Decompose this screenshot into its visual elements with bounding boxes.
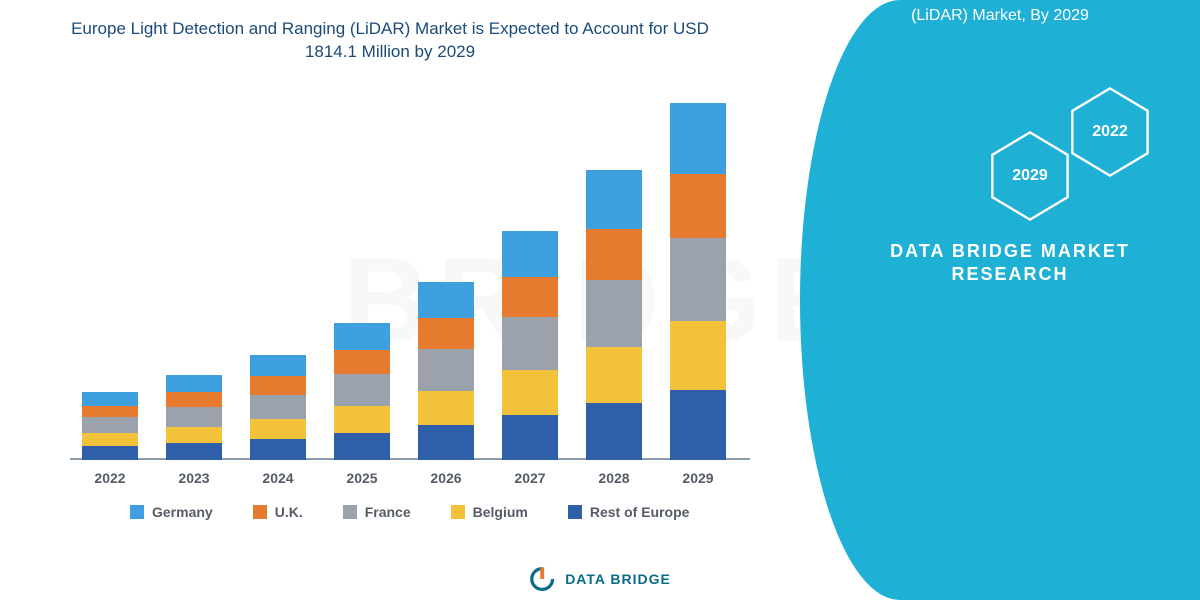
bar-segment bbox=[166, 392, 222, 407]
x-axis-label: 2028 bbox=[586, 470, 642, 486]
x-axis-label: 2027 bbox=[502, 470, 558, 486]
bar-segment bbox=[82, 417, 138, 433]
bar-segment bbox=[418, 391, 474, 425]
footer-logo-icon bbox=[529, 566, 555, 592]
legend-item: Rest of Europe bbox=[568, 504, 690, 520]
legend-swatch bbox=[451, 505, 465, 519]
bar-2029: 2029 bbox=[670, 103, 726, 460]
bar-segment bbox=[586, 403, 642, 460]
bar-segment bbox=[334, 350, 390, 374]
legend-swatch bbox=[253, 505, 267, 519]
x-axis-label: 2024 bbox=[250, 470, 306, 486]
bar-2026: 2026 bbox=[418, 282, 474, 460]
legend-swatch bbox=[130, 505, 144, 519]
x-axis-label: 2022 bbox=[82, 470, 138, 486]
bar-segment bbox=[250, 376, 306, 395]
bar-segment bbox=[586, 170, 642, 228]
bar-segment bbox=[82, 446, 138, 460]
brand-text: DATA BRIDGE MARKET RESEARCH bbox=[890, 240, 1130, 287]
bar-segment bbox=[670, 174, 726, 238]
chart-title: Europe Light Detection and Ranging (LiDA… bbox=[60, 18, 720, 64]
hexagon-label: 2022 bbox=[1070, 86, 1150, 178]
bar-2024: 2024 bbox=[250, 355, 306, 460]
hexagon-2022: 2022 bbox=[1070, 86, 1150, 178]
bar-segment bbox=[82, 406, 138, 418]
chart-area: 2022 2023 2024 2025 2026 2027 2028 2029 bbox=[70, 90, 750, 460]
bar-segment bbox=[166, 375, 222, 392]
footer-brand: DATA BRIDGE bbox=[529, 566, 671, 592]
bar-segment bbox=[670, 238, 726, 321]
legend-label: U.K. bbox=[275, 504, 303, 520]
x-axis-label: 2025 bbox=[334, 470, 390, 486]
bar-segment bbox=[334, 323, 390, 350]
x-axis-label: 2029 bbox=[670, 470, 726, 486]
bar-segment bbox=[502, 317, 558, 370]
bar-segment bbox=[502, 370, 558, 414]
legend-label: Rest of Europe bbox=[590, 504, 690, 520]
legend-label: France bbox=[365, 504, 411, 520]
bar-segment bbox=[250, 355, 306, 376]
legend-item: France bbox=[343, 504, 411, 520]
bar-segment bbox=[418, 282, 474, 318]
bar-2025: 2025 bbox=[334, 323, 390, 460]
bar-segment bbox=[670, 321, 726, 390]
bar-segment bbox=[670, 390, 726, 460]
bar-segment bbox=[250, 395, 306, 419]
bar-2028: 2028 bbox=[586, 170, 642, 460]
x-axis-label: 2023 bbox=[166, 470, 222, 486]
bar-segment bbox=[418, 349, 474, 390]
bar-segment bbox=[334, 374, 390, 406]
legend-item: Germany bbox=[130, 504, 213, 520]
bar-2022: 2022 bbox=[82, 392, 138, 460]
bar-segment bbox=[586, 347, 642, 403]
bar-segment bbox=[250, 419, 306, 439]
bar-segment bbox=[586, 280, 642, 347]
legend-swatch bbox=[343, 505, 357, 519]
legend-label: Germany bbox=[152, 504, 213, 520]
bar-2027: 2027 bbox=[502, 231, 558, 460]
footer-brand-label: DATA BRIDGE bbox=[565, 571, 671, 587]
hexagon-label: 2029 bbox=[990, 130, 1070, 222]
legend-label: Belgium bbox=[473, 504, 528, 520]
bar-segment bbox=[166, 443, 222, 460]
bar-segment bbox=[334, 406, 390, 432]
bar-segment bbox=[82, 433, 138, 446]
bar-segment bbox=[334, 433, 390, 460]
hexagon-2029: 2029 bbox=[990, 130, 1070, 222]
legend-item: U.K. bbox=[253, 504, 303, 520]
bar-2023: 2023 bbox=[166, 375, 222, 460]
bar-segment bbox=[166, 407, 222, 426]
bar-segment bbox=[418, 318, 474, 349]
bar-segment bbox=[670, 103, 726, 175]
legend-item: Belgium bbox=[451, 504, 528, 520]
bar-segment bbox=[502, 277, 558, 318]
bar-segment bbox=[82, 392, 138, 405]
right-panel-title: (LiDAR) Market, By 2029 bbox=[830, 6, 1170, 27]
bar-segment bbox=[250, 439, 306, 460]
legend-swatch bbox=[568, 505, 582, 519]
x-axis-label: 2026 bbox=[418, 470, 474, 486]
bar-segment bbox=[418, 425, 474, 460]
bar-segment bbox=[502, 415, 558, 460]
bar-segment bbox=[502, 231, 558, 277]
legend: Germany U.K. France Belgium Rest of Europe bbox=[130, 504, 770, 520]
bar-segment bbox=[166, 427, 222, 443]
bar-segment bbox=[586, 229, 642, 280]
